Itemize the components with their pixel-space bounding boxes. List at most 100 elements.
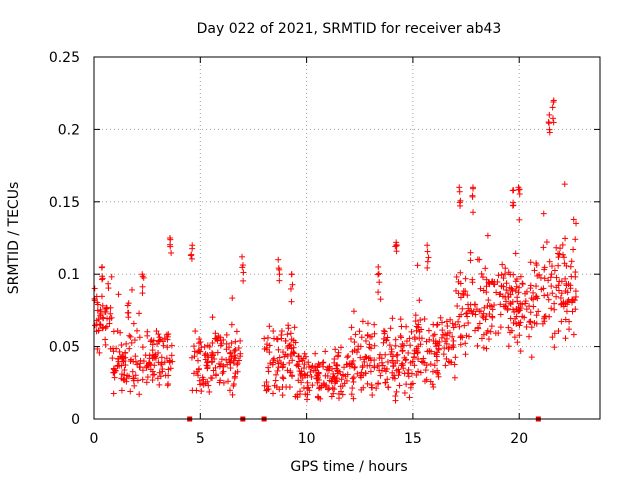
data-point	[392, 342, 399, 349]
data-point	[551, 344, 558, 351]
data-point	[148, 337, 155, 344]
data-point	[214, 349, 221, 356]
data-point	[424, 264, 431, 271]
data-point	[154, 340, 161, 347]
data-point	[480, 344, 487, 351]
data-point	[452, 354, 459, 361]
data-point	[302, 372, 309, 379]
data-point	[418, 335, 425, 342]
data-point	[526, 333, 533, 340]
data-point	[364, 331, 371, 338]
data-point	[448, 359, 455, 366]
data-point	[276, 266, 283, 273]
data-point	[350, 308, 357, 315]
y-axis-label: SRMTID / TECUs	[6, 182, 22, 295]
data-point	[276, 277, 283, 284]
data-point	[540, 210, 547, 217]
data-point	[191, 353, 198, 360]
data-point	[395, 372, 402, 379]
data-point	[429, 368, 436, 375]
data-point	[140, 274, 147, 281]
data-point	[570, 296, 577, 303]
data-point	[139, 367, 146, 374]
data-point	[509, 187, 516, 194]
data-point	[110, 390, 117, 397]
data-point	[424, 242, 431, 249]
data-point	[375, 270, 382, 277]
data-point	[364, 320, 371, 327]
data-point	[457, 333, 464, 340]
data-point	[366, 341, 373, 348]
data-point	[345, 353, 352, 360]
data-point	[461, 322, 468, 329]
data-point	[196, 348, 203, 355]
data-point	[528, 295, 535, 302]
data-point	[561, 260, 568, 267]
data-point	[95, 327, 102, 334]
data-point	[381, 365, 388, 372]
data-point	[516, 190, 523, 197]
data-point	[165, 380, 172, 387]
data-point	[151, 371, 158, 378]
data-point	[139, 283, 146, 290]
data-point	[226, 387, 233, 394]
data-point	[229, 295, 236, 302]
data-point	[457, 269, 464, 276]
data-point	[433, 322, 440, 329]
data-point	[392, 243, 399, 250]
data-point	[301, 350, 308, 357]
data-point	[220, 368, 227, 375]
data-point	[128, 356, 135, 363]
data-point	[270, 390, 277, 397]
data-point	[207, 374, 214, 381]
data-point	[229, 391, 236, 398]
data-point	[350, 395, 357, 402]
data-point	[161, 335, 168, 342]
data-point	[375, 263, 382, 270]
data-point	[375, 380, 382, 387]
data-point	[331, 386, 338, 393]
data-point	[211, 355, 218, 362]
data-point	[480, 310, 487, 317]
data-point	[570, 246, 577, 253]
data-point	[541, 266, 548, 273]
data-point	[458, 311, 465, 318]
data-point	[197, 339, 204, 346]
data-point	[274, 367, 281, 374]
data-point	[122, 354, 129, 361]
data-point	[436, 338, 443, 345]
data-point	[382, 379, 389, 386]
data-point	[516, 216, 523, 223]
data-point	[123, 375, 130, 382]
data-point	[304, 379, 311, 386]
data-point	[226, 359, 233, 366]
data-point	[511, 309, 518, 316]
data-point	[398, 343, 405, 350]
data-point	[382, 351, 389, 358]
data-point	[167, 243, 174, 250]
data-point	[463, 310, 470, 317]
data-point	[408, 381, 415, 388]
data-point	[362, 353, 369, 360]
data-point	[476, 256, 483, 263]
data-point	[158, 354, 165, 361]
data-point	[159, 368, 166, 375]
data-point	[384, 376, 391, 383]
data-point	[516, 322, 523, 329]
data-point	[280, 361, 287, 368]
data-point	[230, 381, 237, 388]
data-point	[533, 293, 540, 300]
data-point	[168, 352, 175, 359]
data-point	[505, 343, 512, 350]
data-point	[512, 287, 519, 294]
data-point	[109, 355, 116, 362]
data-point	[551, 267, 558, 274]
data-point	[339, 391, 346, 398]
data-point	[274, 358, 281, 365]
data-point	[295, 353, 302, 360]
data-point	[540, 285, 547, 292]
data-point	[191, 370, 198, 377]
data-point	[567, 285, 574, 292]
data-point	[330, 373, 337, 380]
data-point	[450, 337, 457, 344]
